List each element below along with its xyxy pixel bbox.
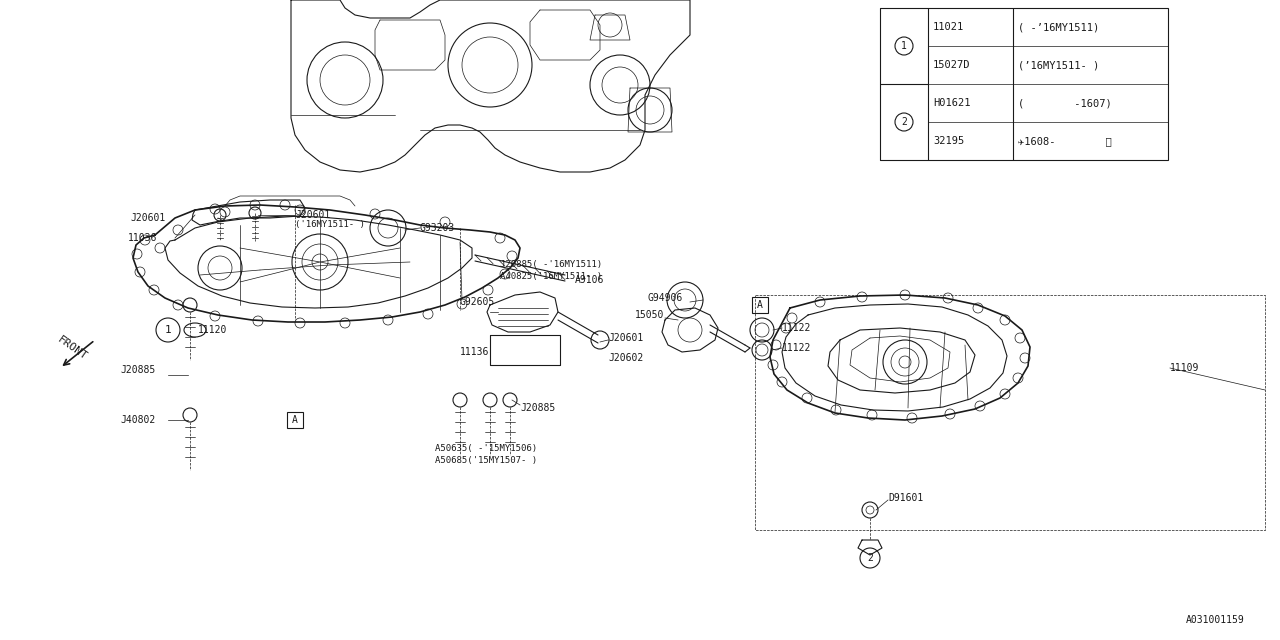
Bar bbox=[753, 297, 768, 313]
Text: J40802: J40802 bbox=[120, 415, 155, 425]
Text: H01621: H01621 bbox=[933, 98, 970, 108]
Text: 2: 2 bbox=[901, 117, 908, 127]
Text: ('16MY1511- ): ('16MY1511- ) bbox=[294, 221, 365, 230]
Text: 11021: 11021 bbox=[933, 22, 964, 32]
Text: 11122: 11122 bbox=[782, 323, 812, 333]
Text: J20601: J20601 bbox=[131, 213, 165, 223]
Bar bbox=[881, 8, 1169, 160]
Text: D91601: D91601 bbox=[888, 493, 923, 503]
Text: 11120: 11120 bbox=[198, 325, 228, 335]
Text: 32195: 32195 bbox=[933, 136, 964, 146]
Text: J20885: J20885 bbox=[120, 365, 155, 375]
Text: G93203: G93203 bbox=[420, 223, 456, 233]
Text: FRONT: FRONT bbox=[55, 334, 88, 362]
Text: G94906: G94906 bbox=[648, 293, 684, 303]
Text: ✈1608-        〉: ✈1608- 〉 bbox=[1018, 136, 1112, 146]
Text: J20601: J20601 bbox=[608, 333, 644, 343]
Text: A: A bbox=[756, 300, 763, 310]
Text: A40825('16MY1511- ): A40825('16MY1511- ) bbox=[500, 273, 602, 282]
Text: J20885: J20885 bbox=[520, 403, 556, 413]
Bar bbox=[881, 8, 928, 160]
Text: J20885( -'16MY1511): J20885( -'16MY1511) bbox=[500, 260, 602, 269]
Text: A50685('15MY1507- ): A50685('15MY1507- ) bbox=[435, 456, 538, 465]
Text: (        -1607): ( -1607) bbox=[1018, 98, 1112, 108]
Bar bbox=[287, 412, 303, 428]
Text: 1: 1 bbox=[165, 325, 172, 335]
Text: A: A bbox=[292, 415, 298, 425]
Text: A50635( -'15MY1506): A50635( -'15MY1506) bbox=[435, 444, 538, 452]
Text: 2: 2 bbox=[867, 553, 873, 563]
Text: J20601: J20601 bbox=[294, 210, 330, 220]
Text: 11109: 11109 bbox=[1170, 363, 1199, 373]
Text: ( -’16MY1511): ( -’16MY1511) bbox=[1018, 22, 1100, 32]
Text: A031001159: A031001159 bbox=[1187, 615, 1245, 625]
Text: 11136: 11136 bbox=[460, 347, 489, 357]
Text: A9106: A9106 bbox=[575, 275, 604, 285]
Text: G92605: G92605 bbox=[460, 297, 495, 307]
Text: 15027D: 15027D bbox=[933, 60, 970, 70]
Text: 11036: 11036 bbox=[128, 233, 157, 243]
Text: J20602: J20602 bbox=[608, 353, 644, 363]
Text: 11122: 11122 bbox=[782, 343, 812, 353]
Text: 1: 1 bbox=[901, 41, 908, 51]
Text: 15050: 15050 bbox=[635, 310, 664, 320]
Text: (’16MY1511- ): (’16MY1511- ) bbox=[1018, 60, 1100, 70]
